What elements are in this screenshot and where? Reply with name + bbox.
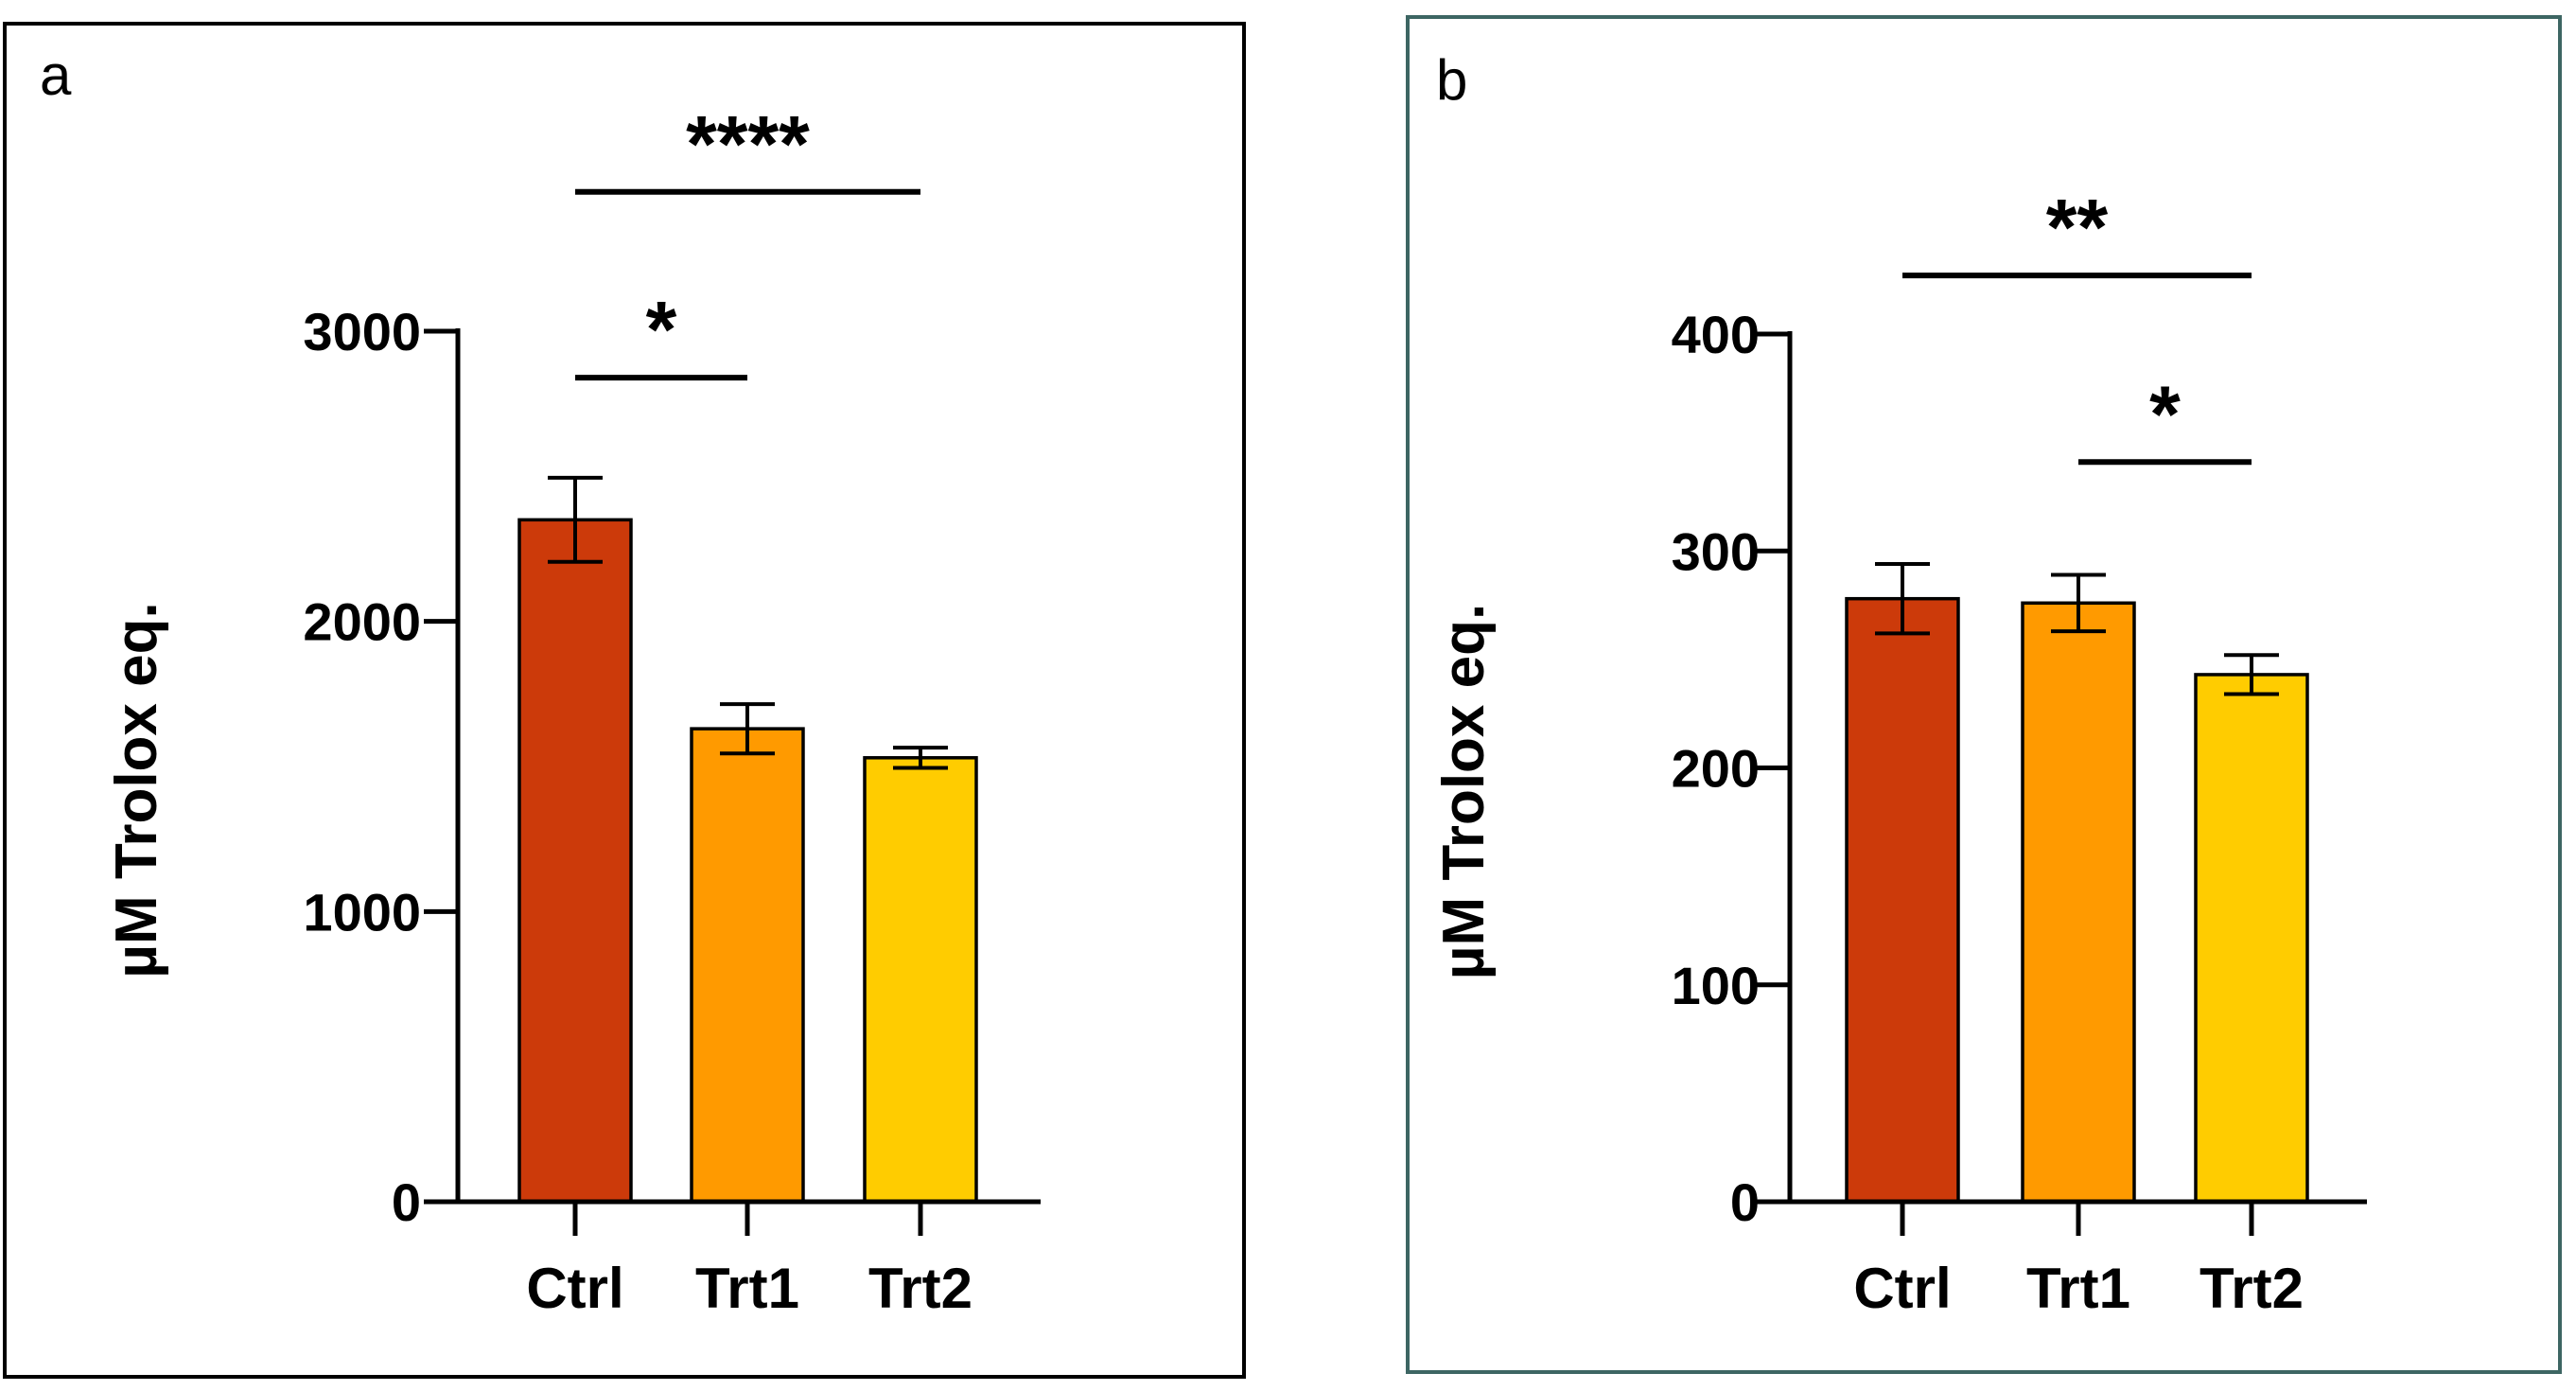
y-axis-title: µM Trolox eq. xyxy=(104,602,169,977)
error-bar-trt1 xyxy=(720,702,775,756)
error-bar-trt1 xyxy=(2051,572,2106,634)
bar-trt1 xyxy=(690,727,805,1204)
significance-bracket: ** xyxy=(1902,183,2252,279)
significance-bracket: **** xyxy=(575,99,920,195)
y-tick-label: 3000 xyxy=(303,302,421,361)
x-tick-label-ctrl: Ctrl xyxy=(1853,1257,1951,1320)
y-tick-label: 200 xyxy=(1672,739,1760,799)
bar-trt1 xyxy=(2021,601,2136,1204)
significance-label: **** xyxy=(686,99,810,188)
error-bar-trt2 xyxy=(2224,653,2279,696)
panel-letter: b xyxy=(1436,48,1467,112)
x-tick-label-trt1: Trt1 xyxy=(695,1257,799,1320)
bar-ctrl xyxy=(517,518,633,1204)
bar-ctrl xyxy=(1845,596,1960,1204)
y-axis-title: µM Trolox eq. xyxy=(1431,604,1497,979)
chart-panel-a: a µM Trolox eq. 0 1000 2000 3000 Ctrl Trt1 Trt2 *… xyxy=(3,22,1246,1379)
y-tick-label: 2000 xyxy=(303,592,421,652)
bar-trt2 xyxy=(2194,673,2309,1204)
x-tick-label-ctrl: Ctrl xyxy=(526,1257,623,1320)
significance-label: ** xyxy=(2046,183,2109,272)
panel-frame xyxy=(1406,15,2562,1374)
error-bar-trt2 xyxy=(893,746,948,770)
bar-trt2 xyxy=(863,756,978,1204)
y-tick-label: 1000 xyxy=(303,882,421,942)
y-tick-label: 400 xyxy=(1672,305,1760,364)
significance-bracket: * xyxy=(575,285,747,381)
error-bar-ctrl xyxy=(548,475,603,564)
x-tick-label-trt2: Trt2 xyxy=(868,1257,973,1320)
y-tick-label: 300 xyxy=(1672,521,1760,581)
significance-bracket: * xyxy=(2078,369,2252,466)
x-tick-label-trt1: Trt1 xyxy=(2026,1257,2130,1320)
panel-letter: a xyxy=(40,44,72,107)
y-tick-label: 100 xyxy=(1672,956,1760,1015)
significance-label: * xyxy=(2149,369,2181,458)
significance-label: * xyxy=(646,285,677,374)
x-tick-label-trt2: Trt2 xyxy=(2199,1257,2304,1320)
y-tick-label: 0 xyxy=(392,1172,421,1232)
chart-panel-b: b µM Trolox eq. 0 100 200 300 400 Ctrl Trt1 Trt2 *… xyxy=(1406,15,2562,1374)
panel-frame xyxy=(3,22,1246,1379)
y-tick-label: 0 xyxy=(1730,1172,1760,1232)
error-bar-ctrl xyxy=(1875,562,1930,636)
